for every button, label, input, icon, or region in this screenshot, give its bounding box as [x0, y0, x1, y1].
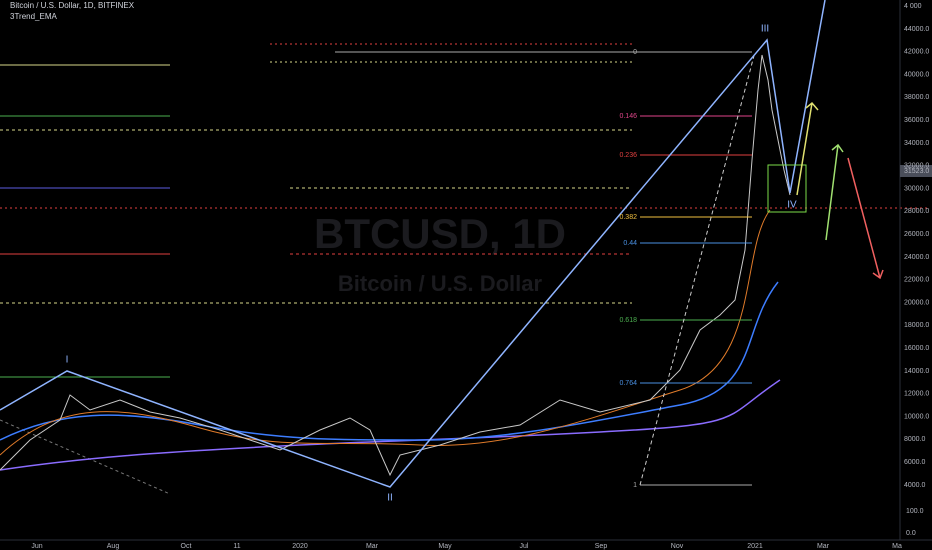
target-box [767, 164, 807, 213]
trend-line [0, 419, 171, 495]
price-axis-label: 24000.0 [904, 254, 929, 261]
fib-label: 0 [633, 49, 637, 56]
price-axis-label: 44000.0 [904, 26, 929, 33]
arrow-up-yellow [796, 101, 819, 196]
fib-label: 0.146 [619, 113, 637, 120]
arrow-up-green [825, 143, 844, 241]
price-axis-label: 28000.0 [904, 208, 929, 215]
ema-mid [0, 281, 779, 441]
time-axis-label: Oct [181, 543, 192, 550]
horizontal-levels [0, 43, 930, 495]
fib-label: 0.382 [619, 214, 637, 221]
price-axis-label: 6000.0 [904, 459, 926, 466]
price-axis-label: 32000.0 [904, 163, 929, 170]
price-axis-label: 42000.0 [904, 49, 929, 56]
time-axis-label: Nov [671, 543, 684, 550]
wave-label: IV [787, 200, 797, 211]
current-price-tag [900, 165, 932, 177]
fib-label: 0.618 [619, 317, 637, 324]
price-axis-label: 38000.0 [904, 94, 929, 101]
price-axis-label: 40000.0 [904, 71, 929, 78]
projection-arrows [796, 101, 884, 280]
time-axis-label: Mar [817, 543, 830, 550]
fib-label: 0.764 [619, 380, 637, 387]
indicator-name: 3Trend_EMA [10, 12, 58, 21]
time-axis-label: 11 [233, 543, 240, 550]
fib-label: 1 [633, 482, 637, 489]
ema-fast [0, 209, 771, 456]
time-axis-label: Sep [595, 543, 608, 550]
wave-label: III [761, 24, 769, 35]
price-axis-label: 26000.0 [904, 231, 929, 238]
price-lines [0, 54, 791, 477]
price-axis-label: 34000.0 [904, 140, 929, 147]
time-axis-label: Ma [892, 543, 902, 550]
elliott-wave [0, 0, 826, 488]
price-axis-label: 4 000 [904, 3, 922, 10]
symbol-title: Bitcoin / U.S. Dollar, 1D, BITFINEX [10, 1, 135, 10]
wave-label: I [66, 355, 69, 366]
price-axis-label: 16000.0 [904, 345, 929, 352]
price-axis-label: 0.0 [906, 530, 916, 537]
price-axis-label: 100.0 [906, 508, 924, 515]
price-axis-label: 10000.0 [904, 413, 929, 420]
price-axis-label: 20000.0 [904, 299, 929, 306]
price-axis-label: 18000.0 [904, 322, 929, 329]
price-axis-label: 36000.0 [904, 117, 929, 124]
time-axis-label: Aug [107, 543, 120, 550]
wave-label: II [387, 493, 393, 504]
watermark-ticker: BTCUSD, 1D [314, 210, 566, 257]
fib-diagonal [639, 51, 756, 486]
price-axis-label: 4000.0 [904, 482, 926, 489]
price-candles [0, 54, 791, 477]
arrow-down-red [847, 157, 884, 280]
fib-lines [335, 51, 756, 486]
current-price: 31523.0 [904, 168, 929, 175]
price-axis-label: 12000.0 [904, 391, 929, 398]
fib-label: 0.236 [619, 152, 637, 159]
time-axis-label: Jun [31, 543, 42, 550]
time-axis-label: Jul [520, 543, 529, 550]
time-axis-label: 2021 [747, 543, 763, 550]
time-axis-label: 2020 [292, 543, 308, 550]
price-axis-label: 14000.0 [904, 368, 929, 375]
price-axis-label: 30000.0 [904, 185, 929, 192]
time-axis-label: May [438, 543, 452, 550]
price-axis-label: 22000.0 [904, 277, 929, 284]
fib-label: 0.44 [623, 240, 637, 247]
price-axis-label: 8000.0 [904, 436, 926, 443]
time-axis-label: Mar [366, 543, 379, 550]
watermark-name: Bitcoin / U.S. Dollar [338, 271, 543, 296]
